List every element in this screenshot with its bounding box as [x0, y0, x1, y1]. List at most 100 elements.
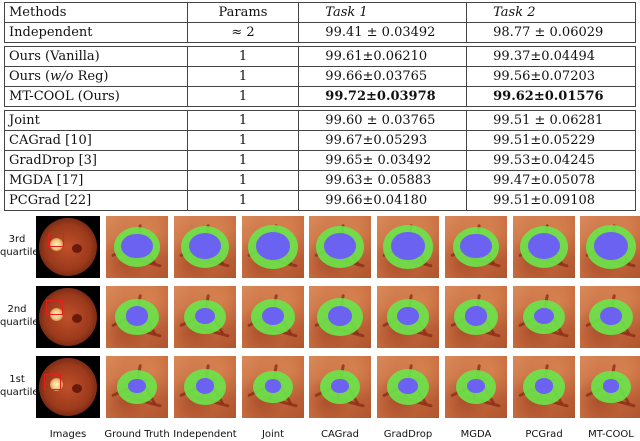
segmentation-crop: [513, 356, 575, 418]
crop-region-box: [44, 374, 61, 390]
column-label: Independent: [173, 429, 237, 440]
optic-cup-mask: [467, 379, 485, 393]
table-row: Ours (Vanilla) 1 99.61±0.06210 99.37±0.0449…: [4, 46, 636, 67]
segmentation-crop: [174, 286, 236, 348]
optic-cup-mask: [599, 306, 623, 326]
method-cell: MGDA [17]: [4, 170, 188, 191]
method-cell: Ours (Vanilla): [4, 46, 188, 67]
task-1-cell: 99.63± 0.05883: [298, 170, 468, 191]
optic-cup-mask: [255, 232, 291, 260]
segmentation-crop: [513, 286, 575, 348]
row-label-quartile: quartile: [0, 387, 39, 398]
segmentation-crop: [377, 356, 439, 418]
optic-cup-mask: [331, 378, 349, 394]
task-2-cell: 99.37±0.04494: [466, 46, 636, 67]
fundus-macula: [72, 384, 82, 393]
method-name-italic: w/o: [50, 68, 74, 84]
params-cell: 1: [186, 190, 300, 211]
column-label: MT-COOL: [588, 429, 634, 440]
task-1-cell: 99.66±0.03765: [298, 66, 468, 87]
optic-cup-mask: [464, 306, 488, 326]
task-1-cell: 99.65± 0.03492: [298, 150, 468, 171]
params-cell: 1: [186, 130, 300, 151]
optic-cup-mask: [602, 379, 620, 393]
task-1-cell: 99.41 ± 0.03492: [298, 22, 468, 43]
row-label: 1st quartile: [0, 373, 39, 399]
optic-cup-mask: [460, 233, 492, 259]
column-label: MGDA: [460, 429, 492, 440]
segmentation-crop: [309, 216, 371, 278]
optic-cup-mask: [121, 233, 153, 259]
task-2-cell: 99.51±0.05229: [466, 130, 636, 151]
params-cell: 1: [186, 46, 300, 67]
row-label: 3rd quartile: [0, 233, 39, 259]
segmentation-crop: [174, 216, 236, 278]
fundus-optic-disc: [50, 238, 63, 251]
params-cell: 1: [186, 86, 300, 107]
task-1-cell: 99.61±0.06210: [298, 46, 468, 67]
segmentation-crop: [242, 356, 304, 418]
params-cell: ≈ 2: [186, 22, 300, 43]
column-label: CAGrad: [321, 429, 359, 440]
optic-cup-mask: [533, 307, 555, 325]
optic-cup-mask: [328, 305, 352, 326]
crop-region-box: [46, 300, 63, 315]
params-cell: 1: [186, 110, 300, 131]
segmentation-crop: [309, 286, 371, 348]
column-label: PCGrad: [525, 429, 563, 440]
row-label-rank: 2nd: [7, 304, 27, 315]
task-1-cell: 99.60 ± 0.03765: [298, 110, 468, 131]
task-2-cell: 99.56±0.07203: [466, 66, 636, 87]
row-label-quartile: quartile: [0, 317, 39, 328]
table-row: MGDA [17] 1 99.63± 0.05883 99.47±0.05078: [4, 170, 636, 191]
optic-cup-mask: [264, 379, 282, 393]
task-2-cell: 99.51±0.09108: [466, 190, 636, 211]
segmentation-crop: [580, 216, 640, 278]
segmentation-crop: [513, 216, 575, 278]
segmentation-crop: [174, 356, 236, 418]
method-cell: PCGrad [22]: [4, 190, 188, 211]
table-row: Joint 1 99.60 ± 0.03765 99.51 ± 0.06281: [4, 110, 636, 131]
optic-cup-mask: [324, 233, 356, 259]
table-row: Ours (w/o Reg) 1 99.66±0.03765 99.56±0.0720…: [4, 66, 636, 87]
optic-cup-mask: [398, 377, 418, 395]
task-1-cell: 99.67±0.05293: [298, 130, 468, 151]
optic-cup-mask: [188, 232, 222, 260]
column-label: GradDrop: [383, 429, 433, 440]
optic-cup-mask: [261, 306, 285, 326]
row-label: 2nd quartile: [0, 303, 39, 329]
table-row: Independent ≈ 2 99.41 ± 0.03492 98.77 ± 0.0…: [4, 22, 636, 43]
segmentation-crop: [377, 216, 439, 278]
segmentation-crop: [106, 216, 168, 278]
column-label: Joint: [261, 429, 285, 440]
table-row: GradDrop [3] 1 99.65± 0.03492 99.53±0.04245: [4, 150, 636, 171]
segmentation-crop: [106, 356, 168, 418]
segmentation-crop: [309, 356, 371, 418]
task-2-cell: 99.53±0.04245: [466, 150, 636, 171]
crop-region-box: [48, 233, 64, 247]
table-row: MT-COOL (Ours) 1 99.72±0.03978 99.62±0.0157…: [4, 86, 636, 107]
column-label: Images: [49, 429, 87, 440]
optic-cup-mask: [391, 232, 425, 260]
segmentation-crop: [106, 286, 168, 348]
method-name-suffix: Reg): [73, 68, 109, 84]
params-cell: 1: [186, 150, 300, 171]
fundus-macula: [72, 314, 82, 323]
method-cell: Joint: [4, 110, 188, 131]
task-2-cell: 99.47±0.05078: [466, 170, 636, 191]
segmentation-crop: [242, 216, 304, 278]
method-cell: MT-COOL (Ours): [4, 86, 188, 107]
optic-cup-mask: [128, 379, 146, 393]
header-task-1: Task 1: [298, 2, 468, 23]
task-2-cell: 98.77 ± 0.06029: [466, 22, 636, 43]
method-cell: Ours (w/o Reg): [4, 66, 188, 87]
row-label-rank: 3rd: [8, 234, 26, 245]
optic-cup-mask: [593, 232, 629, 260]
table-header-row: Methods Params Task 1 Task 2: [4, 2, 636, 23]
optic-cup-mask: [194, 307, 216, 325]
task-2-cell: 99.62±0.01576: [466, 86, 636, 107]
segmentation-crop: [445, 356, 507, 418]
segmentation-crop: [242, 286, 304, 348]
segmentation-crop: [580, 286, 640, 348]
